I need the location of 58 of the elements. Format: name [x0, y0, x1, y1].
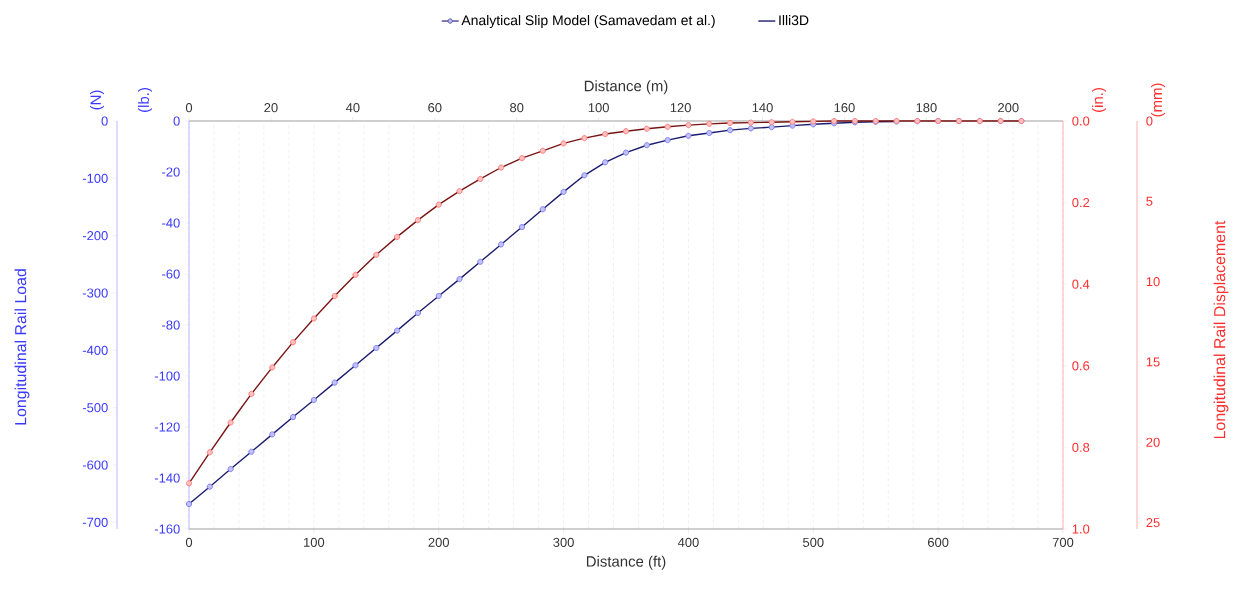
x-axis-title: Distance (ft): [586, 555, 666, 570]
x2-tick-label: 0: [185, 103, 193, 113]
legend-label: Analytical Slip Model (Samavedam et al.): [461, 15, 715, 29]
text: (lb.): [138, 88, 152, 112]
x2-tick-label: 120: [670, 103, 691, 113]
y2-tick-label: 0: [1146, 116, 1153, 126]
x2-tick-label: 200: [998, 103, 1019, 113]
text: (in.): [1092, 88, 1106, 112]
x2-tick-label: 140: [752, 103, 773, 113]
y-tick-label: -120: [154, 422, 180, 432]
y2-tick-label: -100: [82, 173, 108, 183]
x-tick-label: 100: [304, 537, 325, 547]
y-tick-label: 1.0: [1072, 524, 1090, 534]
y-tick-label: -20: [162, 167, 180, 177]
y2-tick-label: 5: [1146, 196, 1153, 206]
x-tick-label: 200: [428, 537, 450, 547]
y2-tick-label: -200: [82, 231, 108, 241]
y2-tick-label: -700: [82, 517, 108, 527]
y2-tick-label: 20: [1146, 437, 1160, 447]
y-tick-label: -60: [162, 269, 180, 279]
y-tick-label: -140: [154, 473, 180, 483]
y2-tick-label: 0: [101, 116, 108, 126]
y-tick-label: 0.8: [1072, 442, 1090, 452]
y2-tick-label: -600: [82, 460, 108, 470]
text: (mm): [1151, 83, 1165, 117]
y2-tick-label: 10: [1146, 277, 1160, 287]
y2-tick-label: 25: [1146, 517, 1160, 528]
x-tick-label: 400: [677, 537, 699, 547]
x2-axis-title: Distance (m): [584, 80, 668, 95]
x-tick-label: 600: [928, 537, 949, 547]
y-tick-label: 0.2: [1072, 198, 1090, 208]
y-tick-label: -80: [162, 320, 180, 330]
legend-label: Illi3D: [779, 15, 809, 26]
y2-axis-title: Longitudinal Rail Load: [14, 269, 30, 425]
x-tick-label: 700: [1052, 537, 1074, 547]
y-tick-label: 0.6: [1072, 361, 1090, 371]
x2-tick-label: 40: [345, 103, 360, 113]
x2-tick-label: 180: [916, 103, 937, 113]
x2-tick-label: 160: [834, 103, 855, 113]
y-tick-label: -100: [154, 371, 180, 381]
x-tick-label: 300: [553, 537, 574, 547]
y-tick-label: 0: [173, 116, 180, 126]
y-tick-label: 0.4: [1072, 279, 1090, 289]
y-tick-label: 0.0: [1072, 116, 1090, 126]
x-tick-label: 500: [803, 537, 824, 547]
x2-tick-label: 60: [428, 103, 442, 113]
x-tick-label: 0: [185, 537, 193, 547]
text: (N): [90, 90, 104, 110]
y2-tick-label: -300: [82, 288, 108, 298]
y2-axis-title: Longitudinal Rail Displacement: [1213, 220, 1229, 439]
y2-tick-label: -500: [82, 403, 108, 413]
y2-tick-label: -400: [82, 345, 108, 355]
x2-tick-label: 20: [264, 103, 278, 113]
x2-tick-label: 80: [510, 103, 524, 113]
x2-tick-label: 100: [588, 103, 609, 113]
y2-tick-label: 15: [1146, 357, 1160, 367]
y-tick-label: -40: [162, 218, 180, 228]
y-tick-label: -160: [154, 524, 180, 534]
